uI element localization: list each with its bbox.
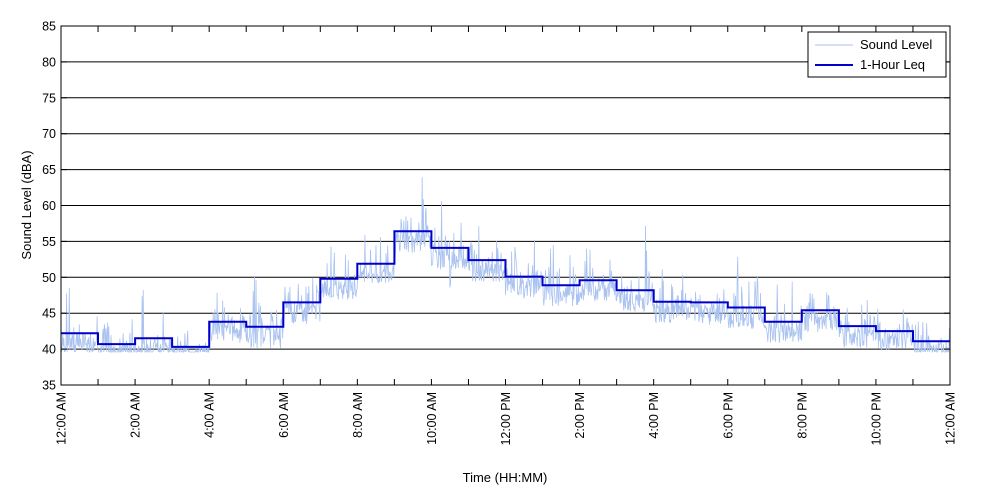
y-tick-label: 40 <box>42 343 56 357</box>
y-tick-label: 75 <box>42 91 56 105</box>
x-tick-label: 12:00 PM <box>499 392 513 446</box>
y-tick-label: 60 <box>42 199 56 213</box>
x-tick-label: 6:00 PM <box>721 392 735 439</box>
x-tick-label: 10:00 PM <box>869 392 883 446</box>
series-1-hour-leq-line <box>61 230 950 348</box>
y-tick-label: 70 <box>42 127 56 141</box>
x-tick-label: 8:00 AM <box>351 392 365 438</box>
x-tick-label: 8:00 PM <box>795 392 809 439</box>
y-tick-label: 35 <box>42 379 56 393</box>
y-tick-label: 55 <box>42 235 56 249</box>
tick-labels: 35 40 45 50 55 60 65 70 75 80 85 12:00 AM 2:00 AM 4:0… <box>42 20 957 446</box>
axis-ticks <box>60 25 951 386</box>
series-layer <box>60 177 951 354</box>
y-tick-label: 80 <box>42 55 56 69</box>
y-tick-label: 50 <box>42 271 56 285</box>
x-axis-title: Time (HH:MM) <box>463 470 548 485</box>
y-tick-label: 65 <box>42 163 56 177</box>
legend-label-leq: 1-Hour Leq <box>860 57 925 72</box>
x-tick-label: 2:00 PM <box>573 392 587 439</box>
legend: Sound Level 1-Hour Leq <box>807 31 947 78</box>
x-tick-label: 10:00 AM <box>425 392 439 445</box>
x-tick-label: 4:00 PM <box>647 392 661 439</box>
y-tick-label: 45 <box>42 307 56 321</box>
x-tick-label: 6:00 AM <box>277 392 291 438</box>
x-tick-label: 12:00 AM <box>55 392 69 445</box>
x-tick-label: 4:00 AM <box>203 392 217 438</box>
legend-label-sound-level: Sound Level <box>860 37 932 52</box>
x-tick-label: 12:00 AM <box>944 392 958 445</box>
y-tick-label: 85 <box>42 20 56 34</box>
x-tick-label: 2:00 AM <box>129 392 143 438</box>
legend-box <box>807 31 947 78</box>
y-axis-title: Sound Level (dBA) <box>19 150 34 259</box>
